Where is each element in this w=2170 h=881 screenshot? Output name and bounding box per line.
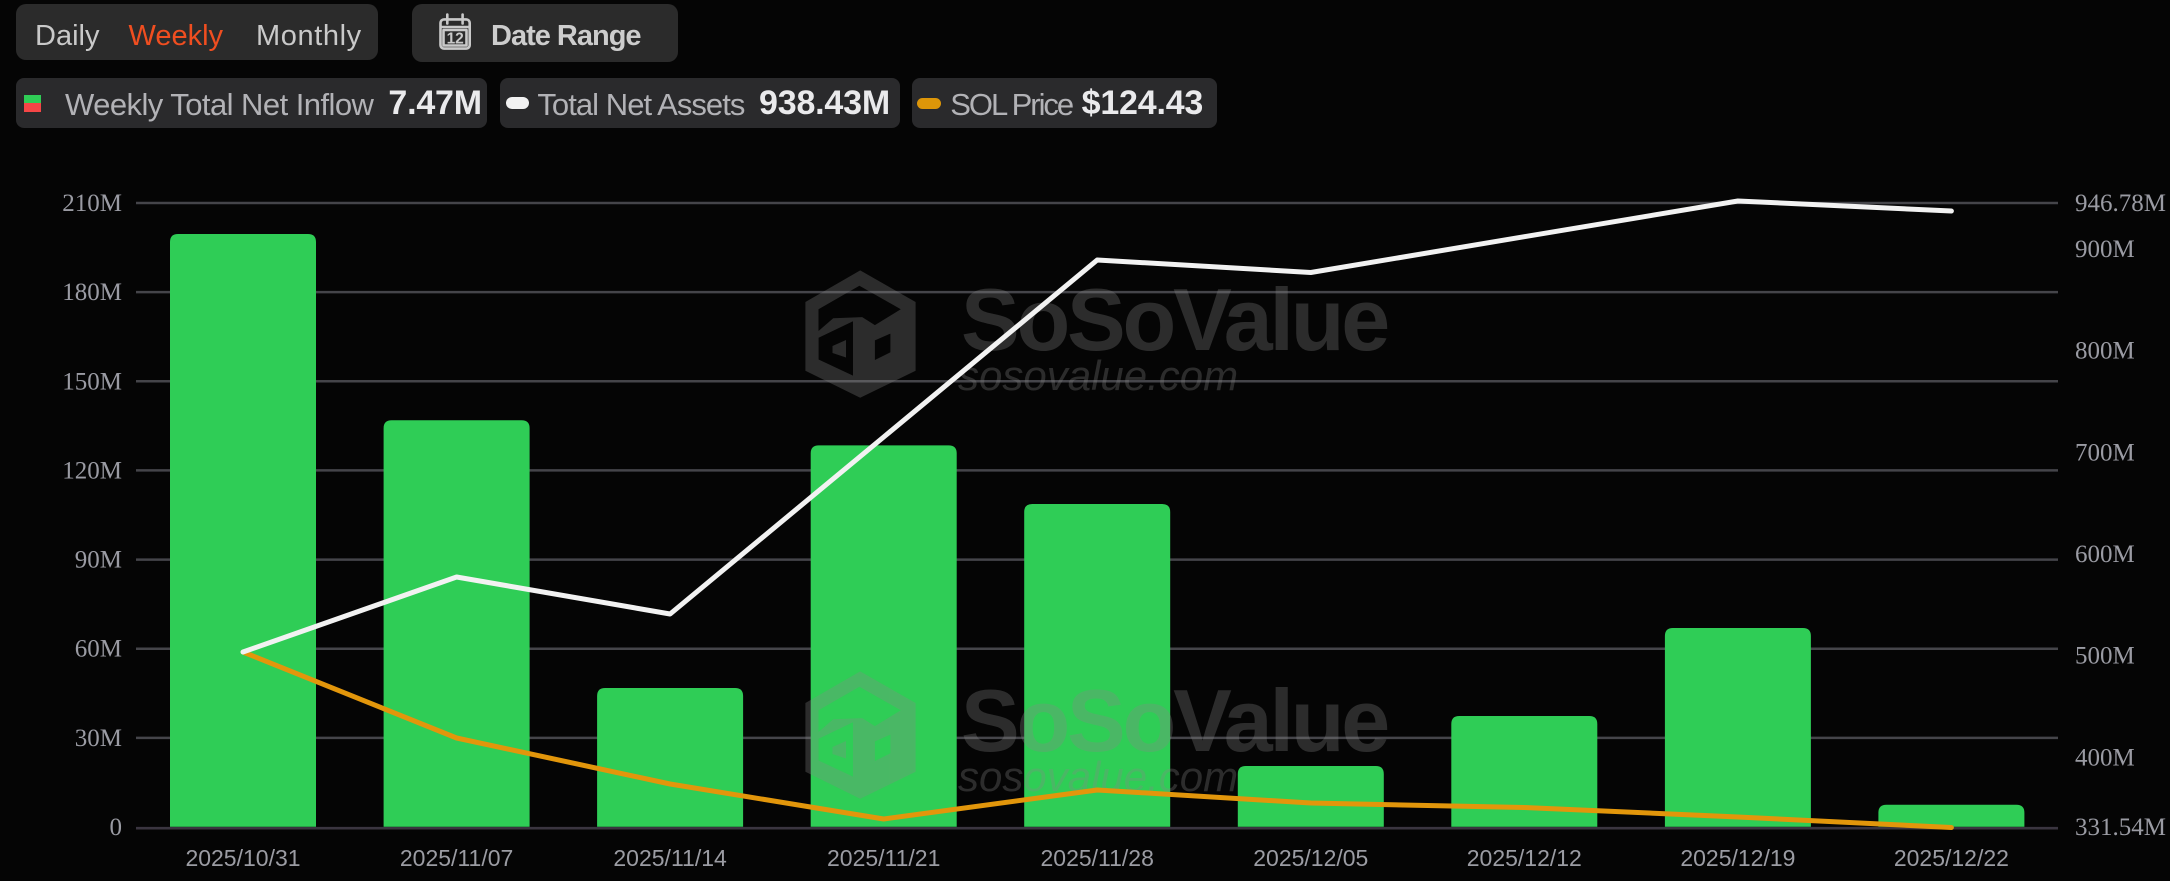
svg-text:180M: 180M xyxy=(62,279,122,306)
svg-text:900M: 900M xyxy=(2075,236,2135,263)
svg-text:210M: 210M xyxy=(62,190,122,217)
svg-text:2025/12/19: 2025/12/19 xyxy=(1680,845,1795,871)
svg-text:60M: 60M xyxy=(75,636,122,663)
svg-text:700M: 700M xyxy=(2075,439,2135,466)
svg-text:120M: 120M xyxy=(62,457,122,484)
svg-text:800M: 800M xyxy=(2075,338,2135,365)
svg-text:600M: 600M xyxy=(2075,541,2135,568)
svg-text:sosovalue.com: sosovalue.com xyxy=(958,352,1238,399)
svg-text:2025/11/07: 2025/11/07 xyxy=(400,845,513,871)
svg-text:946.78M: 946.78M xyxy=(2075,190,2166,217)
svg-text:0: 0 xyxy=(110,814,123,841)
svg-text:331.54M: 331.54M xyxy=(2075,814,2166,841)
svg-text:2025/11/21: 2025/11/21 xyxy=(827,845,940,871)
svg-text:2025/12/12: 2025/12/12 xyxy=(1467,845,1582,871)
svg-text:400M: 400M xyxy=(2075,744,2135,771)
svg-text:2025/11/28: 2025/11/28 xyxy=(1040,845,1153,871)
svg-text:2025/10/31: 2025/10/31 xyxy=(185,845,300,871)
svg-text:2025/12/22: 2025/12/22 xyxy=(1894,845,2009,871)
svg-text:12: 12 xyxy=(447,30,464,47)
svg-text:30M: 30M xyxy=(75,725,122,752)
svg-text:150M: 150M xyxy=(62,368,122,395)
svg-text:2025/12/05: 2025/12/05 xyxy=(1253,845,1368,871)
svg-text:SoSoValue: SoSoValue xyxy=(961,270,1387,369)
svg-text:2025/11/14: 2025/11/14 xyxy=(613,845,727,871)
svg-text:500M: 500M xyxy=(2075,643,2135,670)
svg-text:90M: 90M xyxy=(75,547,122,574)
